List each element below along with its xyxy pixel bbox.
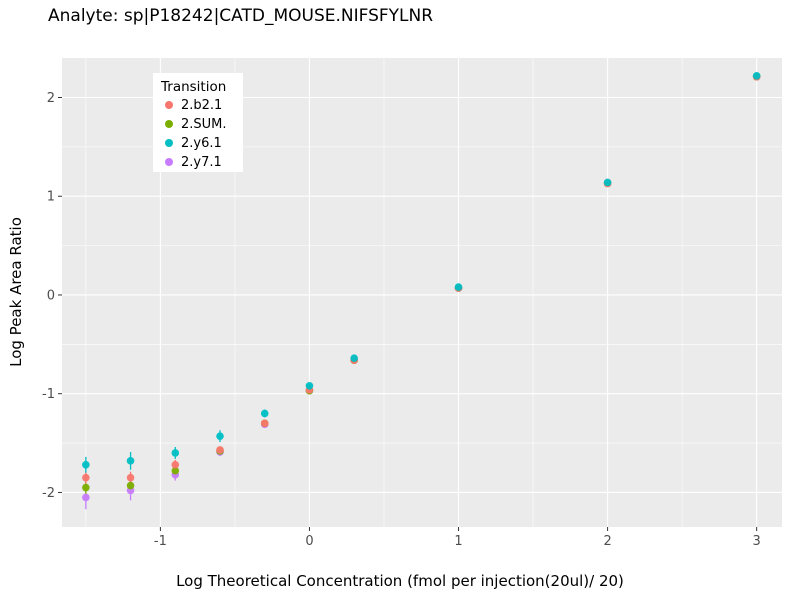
data-point <box>82 493 90 502</box>
y-tick-label: -1 <box>42 387 55 402</box>
data-point <box>171 460 180 469</box>
x-tick-label: 2 <box>603 534 611 549</box>
data-point <box>305 382 314 390</box>
data-point <box>171 466 180 475</box>
data-point <box>216 446 224 454</box>
legend-item[interactable]: 2.b2.1 <box>165 98 222 113</box>
x-tick-label: 3 <box>753 534 761 549</box>
legend-key-dot <box>165 139 173 147</box>
legend-item-label: 2.y7.1 <box>181 155 222 170</box>
legend-item-label: 2.b2.1 <box>181 98 222 113</box>
legend-key-dot <box>165 158 173 166</box>
data-point <box>260 419 269 428</box>
y-tick-label: 2 <box>47 91 55 106</box>
data-point <box>126 473 135 482</box>
x-tick-label: 0 <box>305 534 313 549</box>
y-tick-label: 0 <box>47 288 55 303</box>
data-point <box>82 483 90 492</box>
x-tick-label: -1 <box>154 534 167 549</box>
data-point <box>126 457 135 465</box>
legend-item-label: 2.SUM. <box>181 117 227 132</box>
x-tick-label: 1 <box>454 534 462 549</box>
chart-title: Analyte: sp|P18242|CATD_MOUSE.NIFSFYLNR <box>48 6 433 26</box>
data-point <box>82 473 90 482</box>
data-point <box>603 178 612 187</box>
legend-item-label: 2.y6.1 <box>181 136 222 151</box>
legend-item[interactable]: 2.y7.1 <box>165 155 222 170</box>
legend-key-dot <box>165 120 173 128</box>
y-axis-title: Log Peak Area Ratio <box>7 217 25 367</box>
data-point <box>350 354 358 362</box>
data-point <box>216 432 224 440</box>
legend: Transition 2.b2.1 2.SUM. 2.y6.1 2.y7.1 <box>153 73 243 172</box>
legend-title: Transition <box>160 79 226 95</box>
x-axis-title: Log Theoretical Concentration (fmol per … <box>176 572 624 590</box>
y-tick-label: -2 <box>42 486 55 501</box>
legend-key-dot <box>165 101 173 109</box>
data-point <box>126 481 135 490</box>
legend-item[interactable]: 2.SUM. <box>165 117 227 132</box>
data-point <box>82 460 90 469</box>
data-point <box>171 449 180 457</box>
legend-item[interactable]: 2.y6.1 <box>165 136 222 151</box>
y-tick-label: 1 <box>47 190 55 205</box>
data-point <box>260 409 269 418</box>
data-point <box>752 71 761 80</box>
data-point <box>454 283 463 291</box>
